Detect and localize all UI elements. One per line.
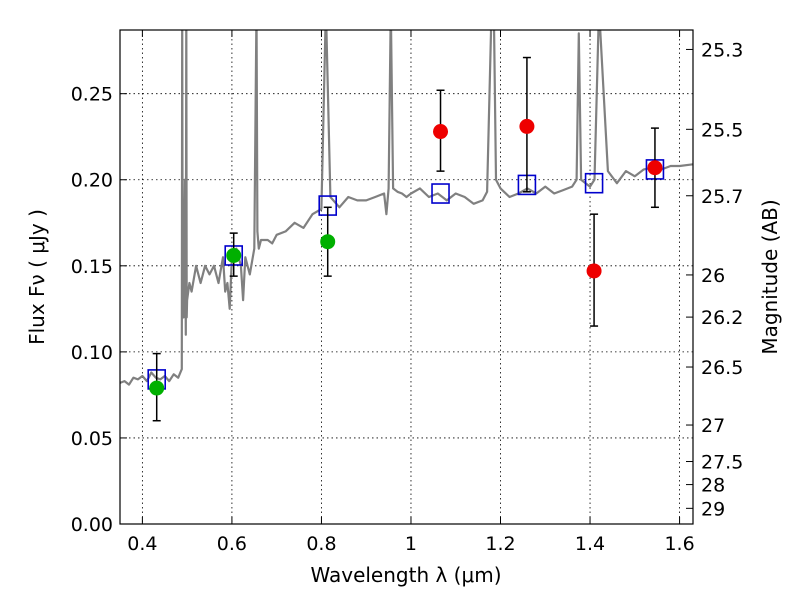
model-square (584, 172, 604, 194)
magnitude-tick-label: 25.7 (701, 186, 743, 208)
magnitude-tick-label: 26.5 (701, 357, 743, 379)
x-tick-label: 1.6 (664, 533, 694, 555)
magnitude-tick-label: 26 (701, 265, 725, 287)
data-point (433, 124, 449, 140)
magnitude-tick-label: 26.2 (701, 307, 743, 329)
x-tick-label: 0.6 (217, 533, 247, 555)
model-square (431, 183, 450, 204)
magnitude-tick-label: 28 (701, 475, 725, 497)
magnitude-tick-label: 25.5 (701, 119, 743, 141)
plot-frame (119, 29, 694, 525)
x-tick-label: 0.4 (127, 533, 157, 555)
y-tick-label: 0.10 (71, 342, 113, 364)
x-axis-label: Wavelength λ (μm) (310, 563, 501, 587)
spectrum-line (120, 30, 693, 386)
x-tick-label: 1.2 (485, 533, 515, 555)
magnitude-tick-label: 25.3 (701, 39, 743, 61)
y-tick-label: 0.05 (71, 428, 113, 450)
data-marks (147, 56, 665, 422)
axis-ticks: 0.4 0.6 0.8 1 1.2 1.4 1.6 0.00 0.05 0.10 0.15 0.20 0… (71, 30, 743, 555)
data-point (586, 263, 602, 279)
data-point (519, 118, 535, 134)
data-point (149, 380, 165, 396)
grid-lines (120, 30, 693, 525)
data-point (226, 247, 242, 263)
y-tick-label: 0.20 (71, 170, 113, 192)
data-point (320, 234, 336, 250)
magnitude-tick-label: 29 (701, 498, 725, 520)
magnitude-tick-label: 27 (701, 415, 725, 437)
magnitude-tick-label: 27.5 (701, 452, 743, 474)
y-tick-label: 0.00 (71, 514, 113, 536)
right-axis-label: Magnitude (AB) (758, 199, 782, 354)
data-point (647, 160, 663, 176)
y-tick-label: 0.25 (71, 84, 113, 106)
y-axis-label: Flux Fν ( μJy ) (25, 209, 49, 345)
x-tick-label: 0.8 (306, 533, 336, 555)
x-tick-label: 1 (405, 533, 417, 555)
x-tick-label: 1.4 (575, 533, 605, 555)
y-tick-label: 0.15 (71, 256, 113, 278)
